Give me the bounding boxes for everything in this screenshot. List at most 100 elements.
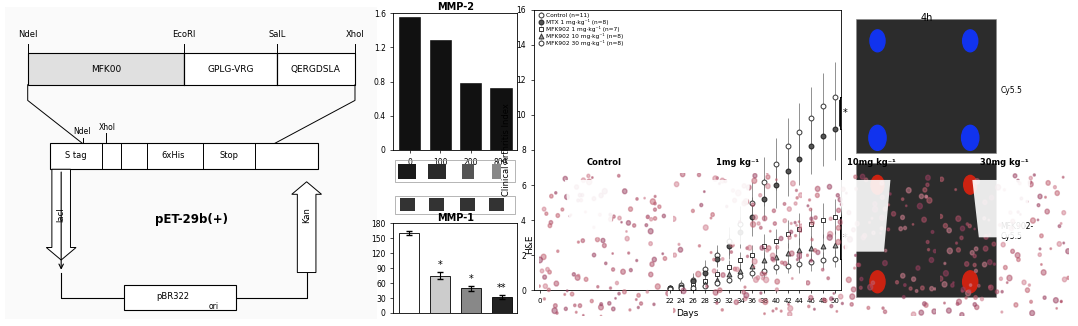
Circle shape (1037, 219, 1039, 221)
Circle shape (880, 215, 884, 220)
Polygon shape (972, 180, 1031, 237)
Circle shape (788, 312, 792, 317)
Circle shape (603, 244, 606, 248)
Circle shape (577, 199, 579, 202)
Circle shape (765, 184, 770, 188)
Circle shape (697, 173, 701, 177)
Circle shape (1020, 197, 1023, 200)
Circle shape (542, 275, 547, 279)
Circle shape (883, 260, 887, 266)
Circle shape (542, 207, 545, 211)
Circle shape (605, 262, 607, 265)
Circle shape (965, 262, 969, 266)
Circle shape (783, 219, 787, 223)
Text: MFK00: MFK00 (91, 65, 121, 74)
Circle shape (1013, 174, 1017, 178)
Circle shape (578, 241, 579, 243)
Circle shape (578, 274, 580, 277)
Circle shape (776, 179, 777, 181)
Circle shape (788, 304, 789, 305)
Circle shape (797, 259, 799, 261)
Circle shape (811, 221, 814, 225)
Circle shape (814, 216, 817, 219)
Circle shape (650, 262, 654, 266)
Circle shape (537, 257, 542, 263)
Circle shape (955, 189, 956, 190)
Circle shape (575, 185, 579, 189)
Circle shape (681, 288, 686, 294)
Circle shape (964, 175, 977, 194)
Circle shape (752, 259, 757, 264)
Circle shape (763, 277, 769, 283)
FancyBboxPatch shape (429, 198, 444, 211)
Circle shape (762, 277, 764, 280)
Circle shape (773, 222, 776, 225)
Circle shape (1044, 296, 1046, 299)
Circle shape (673, 253, 677, 257)
Circle shape (746, 185, 751, 190)
Circle shape (884, 249, 887, 252)
Circle shape (859, 286, 862, 289)
FancyBboxPatch shape (856, 19, 996, 154)
Circle shape (837, 194, 840, 197)
Circle shape (946, 308, 951, 313)
Circle shape (646, 290, 649, 293)
Circle shape (824, 299, 827, 303)
Circle shape (625, 236, 630, 241)
Circle shape (851, 303, 854, 306)
Circle shape (1040, 264, 1042, 265)
Circle shape (892, 212, 896, 216)
Text: 30mg kg⁻¹: 30mg kg⁻¹ (980, 158, 1029, 167)
Circle shape (810, 217, 813, 220)
Circle shape (733, 198, 736, 202)
Circle shape (742, 184, 746, 188)
Circle shape (1028, 284, 1031, 286)
Circle shape (733, 267, 736, 271)
Circle shape (598, 305, 604, 310)
Circle shape (1014, 303, 1018, 307)
Circle shape (609, 213, 611, 216)
Circle shape (608, 302, 611, 305)
Circle shape (662, 214, 665, 218)
Circle shape (636, 259, 638, 261)
Circle shape (1039, 234, 1044, 238)
Circle shape (953, 282, 954, 283)
Circle shape (549, 221, 553, 224)
Circle shape (1046, 181, 1050, 185)
Circle shape (1004, 189, 1006, 191)
Circle shape (611, 307, 616, 311)
Circle shape (566, 290, 568, 292)
Circle shape (720, 178, 724, 183)
Circle shape (869, 222, 870, 223)
Circle shape (578, 193, 581, 197)
Circle shape (700, 203, 703, 207)
Circle shape (855, 221, 859, 226)
Circle shape (766, 246, 771, 250)
Circle shape (593, 253, 596, 257)
Circle shape (732, 189, 734, 192)
Circle shape (718, 288, 722, 292)
Circle shape (704, 191, 705, 192)
Circle shape (939, 215, 942, 218)
Circle shape (871, 175, 884, 194)
Polygon shape (711, 180, 750, 244)
Text: QERGDSLA: QERGDSLA (291, 65, 341, 74)
Circle shape (1063, 242, 1064, 244)
Circle shape (966, 223, 968, 225)
Circle shape (796, 225, 798, 226)
Circle shape (800, 224, 803, 228)
Bar (430, 275, 450, 313)
Circle shape (790, 222, 792, 224)
Circle shape (1026, 200, 1027, 202)
Circle shape (847, 211, 851, 215)
Circle shape (927, 198, 931, 203)
Circle shape (1062, 211, 1066, 215)
Text: NdeI: NdeI (73, 127, 91, 136)
Circle shape (735, 190, 741, 196)
Circle shape (1029, 300, 1033, 303)
Circle shape (612, 215, 616, 218)
Circle shape (963, 30, 978, 52)
Circle shape (887, 204, 889, 206)
Circle shape (944, 262, 945, 264)
Circle shape (775, 279, 779, 284)
